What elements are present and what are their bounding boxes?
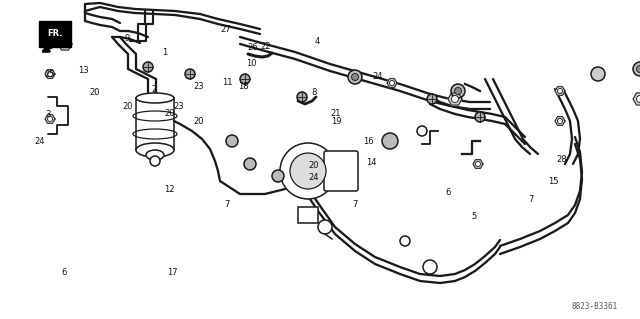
Polygon shape (473, 160, 483, 168)
Ellipse shape (146, 150, 164, 160)
Circle shape (557, 118, 563, 123)
Text: 15: 15 (548, 177, 559, 186)
Polygon shape (58, 38, 72, 50)
Circle shape (240, 74, 250, 84)
Text: 18: 18 (238, 82, 248, 91)
Circle shape (633, 62, 640, 76)
Circle shape (272, 170, 284, 182)
Text: 20: 20 (90, 88, 100, 97)
Polygon shape (45, 115, 55, 123)
Text: 20: 20 (193, 117, 204, 126)
Text: 22: 22 (260, 42, 271, 51)
Text: 23: 23 (193, 82, 204, 91)
Polygon shape (448, 93, 462, 105)
Bar (298, 207, 318, 223)
Text: 12: 12 (164, 185, 175, 194)
Text: 16: 16 (363, 137, 373, 146)
Circle shape (637, 95, 640, 102)
Text: 24: 24 (35, 137, 45, 146)
Circle shape (297, 92, 307, 102)
Circle shape (423, 260, 437, 274)
Text: 21: 21 (331, 109, 341, 118)
Text: 17: 17 (168, 268, 178, 277)
Circle shape (637, 65, 640, 72)
Circle shape (476, 161, 481, 167)
Text: 7: 7 (353, 200, 358, 209)
Circle shape (351, 73, 358, 80)
Polygon shape (633, 93, 640, 105)
Text: 8823-B3361: 8823-B3361 (572, 302, 618, 311)
Text: FR.: FR. (47, 29, 63, 39)
Text: 9: 9 (124, 34, 129, 43)
Polygon shape (387, 79, 397, 87)
Circle shape (451, 95, 458, 102)
Circle shape (280, 143, 336, 199)
Circle shape (226, 135, 238, 147)
Text: 19: 19 (331, 117, 341, 126)
Text: 27: 27 (220, 25, 230, 34)
Text: 2: 2 (151, 85, 156, 94)
Circle shape (185, 69, 195, 79)
Polygon shape (555, 87, 565, 95)
Circle shape (454, 87, 461, 94)
Polygon shape (555, 117, 565, 125)
Text: 7: 7 (225, 200, 230, 209)
Text: 4: 4 (314, 37, 319, 46)
Circle shape (47, 71, 52, 77)
Text: 3: 3 (45, 110, 51, 119)
Circle shape (557, 88, 563, 93)
Circle shape (451, 84, 465, 98)
Text: 1: 1 (163, 48, 168, 57)
Polygon shape (45, 70, 55, 78)
Circle shape (591, 67, 605, 81)
Text: 20: 20 (164, 109, 175, 118)
Text: 6: 6 (61, 268, 67, 277)
Circle shape (475, 112, 485, 122)
Circle shape (382, 133, 398, 149)
Text: 14: 14 (366, 158, 376, 167)
Text: 28: 28 (557, 155, 567, 164)
Text: 7: 7 (529, 195, 534, 204)
Circle shape (244, 158, 256, 170)
Ellipse shape (136, 93, 174, 103)
Text: 10: 10 (246, 59, 257, 68)
Text: 20: 20 (308, 161, 319, 170)
Text: 6: 6 (445, 189, 451, 197)
Circle shape (150, 156, 160, 166)
Text: 13: 13 (78, 66, 88, 75)
FancyBboxPatch shape (324, 151, 358, 191)
Circle shape (61, 41, 68, 48)
Circle shape (417, 126, 427, 136)
Text: 23: 23 (174, 102, 184, 111)
Text: 8: 8 (311, 88, 316, 97)
Circle shape (348, 70, 362, 84)
Circle shape (400, 236, 410, 246)
Circle shape (390, 80, 394, 85)
Circle shape (47, 116, 52, 122)
Ellipse shape (136, 143, 174, 157)
Text: 24: 24 (372, 72, 383, 81)
Bar (136, 98, 174, 150)
Circle shape (427, 94, 437, 104)
Text: 24: 24 (308, 173, 319, 182)
Circle shape (318, 220, 332, 234)
Text: 26: 26 (248, 43, 258, 52)
Circle shape (290, 153, 326, 189)
Text: 25: 25 (45, 70, 55, 79)
Text: 5: 5 (471, 212, 476, 221)
Circle shape (143, 62, 153, 72)
Text: 20: 20 (123, 102, 133, 111)
Text: 11: 11 (222, 78, 232, 87)
